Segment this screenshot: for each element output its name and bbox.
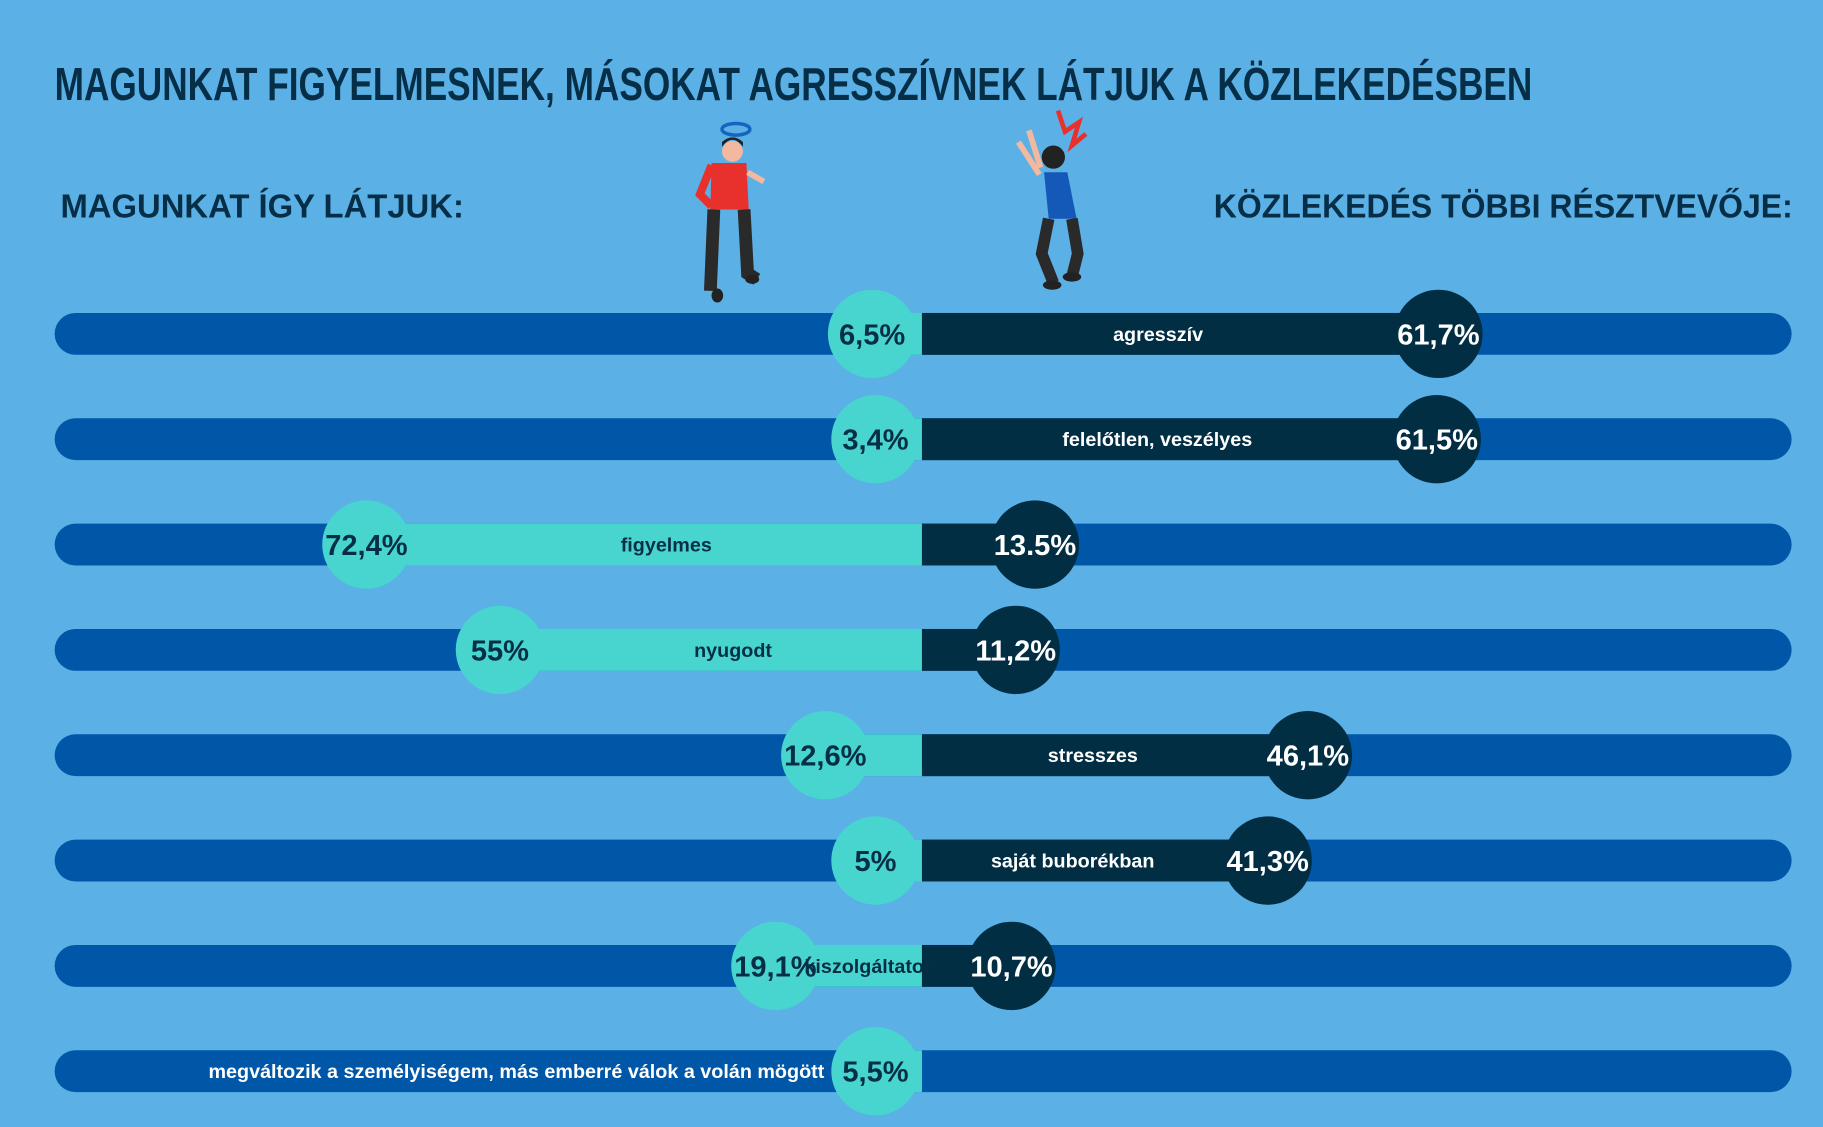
self-value-circle: [455, 605, 545, 695]
category-label: felelőtlen, veszélyes: [1062, 429, 1252, 451]
self-value-circle: [831, 395, 920, 484]
others-value-label: 10,7%: [970, 951, 1053, 983]
category-label: saját buborékban: [991, 851, 1155, 873]
category-label: stresszes: [1048, 745, 1138, 767]
left-heading: MAGUNKAT ÍGY LÁTJUK:: [60, 188, 463, 226]
self-bar: [366, 523, 922, 566]
chart-row: 55% 11,2% nyugodt: [54, 605, 1792, 695]
others-value-circle: [971, 605, 1060, 695]
self-value-label: 5%: [854, 846, 896, 878]
row-track: [54, 1050, 1792, 1093]
calm-man-with-halo-icon: [695, 121, 766, 303]
self-value-circle: [827, 289, 917, 379]
others-bar: [921, 839, 1268, 882]
chart-row: 5,5% megváltozik a személyiségem, más emb…: [54, 1027, 1792, 1116]
others-value-label: 46,1%: [1267, 741, 1350, 773]
self-bar: [499, 628, 922, 671]
angry-woman-with-lightning-icon: [1016, 109, 1088, 290]
category-label: figyelmes: [621, 535, 712, 557]
others-value-circle: [1263, 711, 1353, 800]
chart-row: 19,1% 10,7% kiszolgáltatott: [54, 921, 1792, 1011]
self-value-circle: [731, 921, 820, 1011]
category-label: kiszolgáltatott: [804, 956, 937, 978]
self-value-label: 5,5%: [842, 1057, 908, 1089]
self-value-circle: [831, 816, 920, 905]
chart-row: 3,4% 61,5% felelőtlen, veszélyes: [54, 395, 1792, 484]
others-value-circle: [1392, 395, 1481, 484]
others-bar: [921, 734, 1308, 777]
self-value-circle: [831, 1027, 920, 1116]
others-bar: [921, 312, 1439, 355]
others-value-label: 41,3%: [1226, 846, 1309, 878]
others-value-label: 11,2%: [975, 635, 1056, 667]
self-value-label: 3,4%: [842, 425, 908, 457]
others-value-label: 61,5%: [1396, 425, 1479, 457]
chart-row: 6,5% 61,7% agresszív: [54, 289, 1792, 379]
others-value-circle: [990, 500, 1080, 589]
category-label: megváltozik a személyiségem, más emberré…: [208, 1061, 824, 1083]
self-value-label: 19,1%: [734, 951, 817, 983]
others-value-label: 61,7%: [1397, 319, 1480, 351]
others-bar: [921, 418, 1437, 461]
self-value-circle: [781, 711, 870, 800]
others-value-label: 13.5%: [994, 530, 1077, 562]
chart-row: 72,4% 13.5% figyelmes: [54, 500, 1792, 589]
others-value-circle: [1394, 289, 1483, 379]
self-value-label: 12,6%: [784, 741, 867, 773]
others-value-circle: [1223, 816, 1312, 905]
page-title: MAGUNKAT FIGYELMESNEK, MÁSOKAT AGRESSZÍV…: [55, 58, 1533, 110]
chart-row: 5% 41,3% saját buborékban: [54, 816, 1792, 905]
others-value-circle: [967, 921, 1056, 1011]
category-label: nyugodt: [694, 640, 772, 662]
self-value-label: 6,5%: [839, 319, 905, 351]
chart-row: 12,6% 46,1% stresszes: [54, 711, 1792, 800]
category-label: agresszív: [1113, 324, 1203, 346]
self-value-circle: [322, 500, 411, 589]
self-value-label: 72,4%: [325, 530, 408, 562]
self-value-label: 55%: [471, 635, 529, 667]
chart-rows: 6,5% 61,7% agresszív 3,4% 61,5% felelőtlen, v…: [54, 289, 1792, 1116]
right-heading: KÖZLEKEDÉS TÖBBI RÉSZTVEVŐJE:: [1214, 188, 1793, 226]
